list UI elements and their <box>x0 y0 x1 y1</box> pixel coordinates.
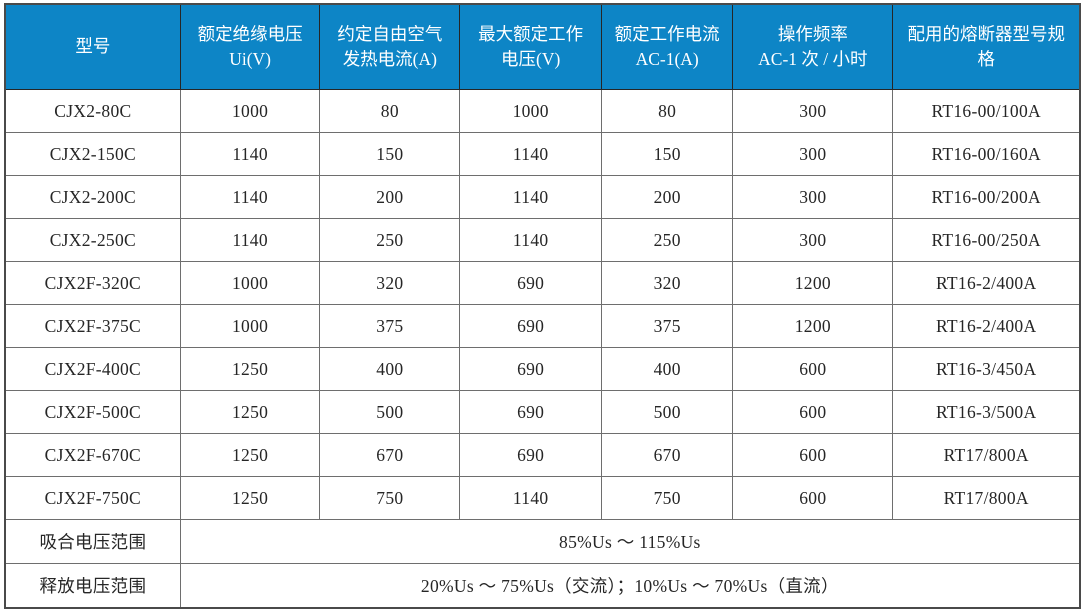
value-cell: 750 <box>601 476 734 520</box>
value-cell: RT16-2/400A <box>892 304 1081 348</box>
model-cell: CJX2-80C <box>4 89 181 133</box>
value-cell: 1140 <box>459 218 603 262</box>
value-cell: 300 <box>732 132 894 176</box>
value-cell: 1000 <box>179 261 321 305</box>
value-cell: 600 <box>732 476 894 520</box>
value-cell: 1140 <box>459 476 603 520</box>
value-cell: RT16-00/100A <box>892 89 1081 133</box>
value-cell: 690 <box>459 304 603 348</box>
value-cell: 1140 <box>179 132 321 176</box>
value-cell: 200 <box>601 175 734 219</box>
value-cell: 690 <box>459 433 603 477</box>
footer-value: 85%Us ～ 115%Us <box>179 519 1081 564</box>
value-cell: 690 <box>459 261 603 305</box>
value-cell: 150 <box>601 132 734 176</box>
model-cell: CJX2F-375C <box>4 304 181 348</box>
value-cell: RT16-3/450A <box>892 347 1081 391</box>
column-header: 额定工作电流 AC-1(A) <box>601 3 734 90</box>
value-cell: 300 <box>732 89 894 133</box>
value-cell: 200 <box>319 175 461 219</box>
footer-value: 20%Us ～ 75%Us（交流）；10%Us ～ 70%Us（直流） <box>179 563 1081 609</box>
model-cell: CJX2F-750C <box>4 476 181 520</box>
value-cell: 375 <box>319 304 461 348</box>
column-header: 配用的熔断器型号规格 <box>892 3 1081 90</box>
value-cell: 320 <box>319 261 461 305</box>
value-cell: RT16-00/160A <box>892 132 1081 176</box>
value-cell: 250 <box>601 218 734 262</box>
value-cell: 1140 <box>459 175 603 219</box>
header-row: 型号 额定绝缘电压 Ui(V) 约定自由空气发热电流(A) 最大额定工作电压(V) 额定… <box>4 3 1081 90</box>
value-cell: RT16-00/200A <box>892 175 1081 219</box>
column-header: 型号 <box>4 3 181 90</box>
value-cell: 750 <box>319 476 461 520</box>
value-cell: 600 <box>732 347 894 391</box>
model-cell: CJX2F-500C <box>4 390 181 434</box>
value-cell: 250 <box>319 218 461 262</box>
model-cell: CJX2-250C <box>4 218 181 262</box>
table-row: CJX2-150C 1140 150 1140 150 300 RT16-00/160A <box>4 132 1081 176</box>
value-cell: 1000 <box>459 89 603 133</box>
value-cell: 670 <box>319 433 461 477</box>
value-cell: 670 <box>601 433 734 477</box>
value-cell: RT17/800A <box>892 433 1081 477</box>
table-row: CJX2F-320C 1000 320 690 320 1200 RT16-2/400A <box>4 261 1081 305</box>
footer-row: 吸合电压范围 85%Us ～ 115%Us <box>4 519 1081 564</box>
value-cell: 1200 <box>732 304 894 348</box>
value-cell: 690 <box>459 347 603 391</box>
value-cell: 400 <box>601 347 734 391</box>
model-cell: CJX2-150C <box>4 132 181 176</box>
footer-row: 释放电压范围 20%Us ～ 75%Us（交流）；10%Us ～ 70%Us（直流… <box>4 563 1081 609</box>
value-cell: 400 <box>319 347 461 391</box>
column-header: 额定绝缘电压 Ui(V) <box>179 3 321 90</box>
value-cell: RT16-3/500A <box>892 390 1081 434</box>
value-cell: 500 <box>601 390 734 434</box>
value-cell: 1000 <box>179 89 321 133</box>
value-cell: 1140 <box>459 132 603 176</box>
model-cell: CJX2F-320C <box>4 261 181 305</box>
model-cell: CJX2F-670C <box>4 433 181 477</box>
value-cell: 300 <box>732 218 894 262</box>
footer-label: 释放电压范围 <box>4 563 181 609</box>
value-cell: 1250 <box>179 390 321 434</box>
column-header: 最大额定工作电压(V) <box>459 3 603 90</box>
value-cell: 1250 <box>179 347 321 391</box>
table-row: CJX2-200C 1140 200 1140 200 300 RT16-00/200A <box>4 175 1081 219</box>
value-cell: RT17/800A <box>892 476 1081 520</box>
value-cell: 1000 <box>179 304 321 348</box>
table-row: CJX2-250C 1140 250 1140 250 300 RT16-00/250A <box>4 218 1081 262</box>
table-row: CJX2-80C 1000 80 1000 80 300 RT16-00/100A <box>4 89 1081 133</box>
footer-label: 吸合电压范围 <box>4 519 181 564</box>
model-cell: CJX2-200C <box>4 175 181 219</box>
value-cell: 80 <box>601 89 734 133</box>
column-header: 操作频率 AC-1 次 / 小时 <box>732 3 894 90</box>
table-row: CJX2F-400C 1250 400 690 400 600 RT16-3/450A <box>4 347 1081 391</box>
value-cell: 600 <box>732 390 894 434</box>
value-cell: 500 <box>319 390 461 434</box>
value-cell: RT16-2/400A <box>892 261 1081 305</box>
value-cell: RT16-00/250A <box>892 218 1081 262</box>
value-cell: 375 <box>601 304 734 348</box>
value-cell: 1140 <box>179 175 321 219</box>
table-row: CJX2F-500C 1250 500 690 500 600 RT16-3/500A <box>4 390 1081 434</box>
column-header: 约定自由空气发热电流(A) <box>319 3 461 90</box>
value-cell: 320 <box>601 261 734 305</box>
value-cell: 1250 <box>179 433 321 477</box>
value-cell: 1200 <box>732 261 894 305</box>
value-cell: 80 <box>319 89 461 133</box>
value-cell: 150 <box>319 132 461 176</box>
table-row: CJX2F-375C 1000 375 690 375 1200 RT16-2/400A <box>4 304 1081 348</box>
model-cell: CJX2F-400C <box>4 347 181 391</box>
table-header: 型号 额定绝缘电压 Ui(V) 约定自由空气发热电流(A) 最大额定工作电压(V) 额定… <box>4 3 1081 90</box>
value-cell: 600 <box>732 433 894 477</box>
value-cell: 1140 <box>179 218 321 262</box>
value-cell: 690 <box>459 390 603 434</box>
value-cell: 1250 <box>179 476 321 520</box>
contactor-spec-table: 型号 额定绝缘电压 Ui(V) 约定自由空气发热电流(A) 最大额定工作电压(V) 额定… <box>4 3 1081 609</box>
value-cell: 300 <box>732 175 894 219</box>
table-body: CJX2-80C 1000 80 1000 80 300 RT16-00/100A CJX2-… <box>4 89 1081 609</box>
table-row: CJX2F-670C 1250 670 690 670 600 RT17/800A <box>4 433 1081 477</box>
table-row: CJX2F-750C 1250 750 1140 750 600 RT17/800A <box>4 476 1081 520</box>
